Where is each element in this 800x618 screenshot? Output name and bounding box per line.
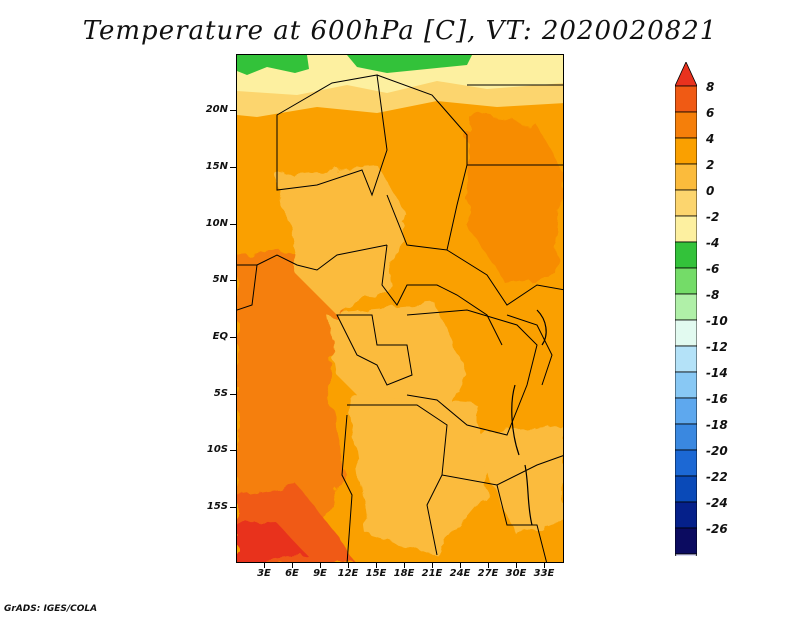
lat-label: 20N <box>205 104 228 115</box>
lon-tick <box>264 563 265 568</box>
colorbar-label: -12 <box>706 340 728 354</box>
lat-label: 10N <box>205 218 228 229</box>
lon-tick <box>376 563 377 568</box>
colorbar-segment <box>675 397 697 425</box>
field-0-to-2-north <box>277 165 407 315</box>
colorbar-segment <box>675 241 697 269</box>
lon-label: 9E <box>313 568 327 579</box>
lat-tick-eq <box>230 337 236 338</box>
colorbar-label: 2 <box>706 158 715 172</box>
lat-label: 15S <box>206 501 228 512</box>
colorbar-label: -20 <box>706 444 728 458</box>
lon-label: 27E <box>477 568 499 579</box>
colorbar-segment <box>675 345 697 373</box>
colorbar-segment <box>675 371 697 399</box>
colorbar-bottom-arrow <box>675 553 697 556</box>
colorbar-label: -26 <box>706 522 728 536</box>
lon-tick <box>348 563 349 568</box>
lat-tick-20n <box>230 110 236 111</box>
lon-label: 15E <box>365 568 387 579</box>
lon-tick <box>488 563 489 568</box>
lakes <box>511 309 547 526</box>
lat-tick-5n <box>230 280 236 281</box>
lon-tick <box>544 563 545 568</box>
country-borders <box>237 74 563 562</box>
colorbar-label: -10 <box>706 314 728 328</box>
lon-tick <box>404 563 405 568</box>
field-4-to-6-west <box>237 250 347 562</box>
colorbar-label: 0 <box>706 184 715 198</box>
colorbar-segment <box>675 111 697 139</box>
colorbar-label: -6 <box>706 262 720 276</box>
colorbar-label: 8 <box>706 80 715 94</box>
lon-label: 21E <box>421 568 443 579</box>
lat-tick-10n <box>230 224 236 225</box>
lon-tick <box>292 563 293 568</box>
lat-tick-5s <box>230 394 236 395</box>
colorbar-label: -22 <box>706 470 728 484</box>
lat-label: EQ <box>212 331 228 342</box>
colorbar-label: -14 <box>706 366 728 380</box>
colorbar-top-arrow <box>675 62 697 87</box>
colorbar-segment <box>675 501 697 529</box>
field-minus6-to-minus4-north <box>347 55 472 73</box>
colorbar-label: 4 <box>706 132 715 146</box>
lat-label: 5S <box>213 388 228 399</box>
lat-tick-15n <box>230 167 236 168</box>
colorbar-segment <box>675 137 697 165</box>
colorbar-segment <box>675 527 697 555</box>
field-minus6-to-minus4-west <box>237 55 309 75</box>
lon-label: 30E <box>505 568 527 579</box>
colorbar-label: 6 <box>706 106 715 120</box>
colorbar-label: -18 <box>706 418 728 432</box>
colorbar-label: -4 <box>706 236 720 250</box>
lon-label: 3E <box>257 568 271 579</box>
field-0-to-2-southeast <box>467 425 563 535</box>
lat-label: 5N <box>212 274 228 285</box>
lon-tick <box>320 563 321 568</box>
lon-tick <box>432 563 433 568</box>
lat-label: 15N <box>205 161 228 172</box>
map-field <box>237 55 563 562</box>
credit-text: GrADS: IGES/COLA <box>4 604 98 614</box>
field-above-8-southwest <box>237 523 307 562</box>
colorbar-segment <box>675 423 697 451</box>
lat-tick-15s <box>230 507 236 508</box>
colorbar-label: -16 <box>706 392 728 406</box>
field-4-to-6-east <box>467 115 563 285</box>
colorbar-segment <box>675 85 697 113</box>
lat-tick-10s <box>230 450 236 451</box>
colorbar <box>675 62 697 556</box>
lon-tick <box>460 563 461 568</box>
colorbar-segment <box>675 163 697 191</box>
lon-label: 18E <box>393 568 415 579</box>
colorbar-segment <box>675 319 697 347</box>
lon-label: 12E <box>337 568 359 579</box>
colorbar-label: -2 <box>706 210 720 224</box>
colorbar-segment <box>675 189 697 217</box>
colorbar-segment <box>675 475 697 503</box>
lat-label: 10S <box>206 444 228 455</box>
field-0-to-2-south <box>347 395 487 555</box>
field-minus2-to-0 <box>237 81 563 117</box>
colorbar-label: -8 <box>706 288 720 302</box>
lon-label: 33E <box>533 568 555 579</box>
lon-label: 6E <box>285 568 299 579</box>
temperature-map <box>236 54 564 563</box>
lon-label: 24E <box>449 568 471 579</box>
colorbar-segment <box>675 267 697 295</box>
colorbar-segment <box>675 215 697 243</box>
chart-title: Temperature at 600hPa [C], VT: 202002082… <box>82 16 718 46</box>
colorbar-segment <box>675 449 697 477</box>
lon-tick <box>516 563 517 568</box>
colorbar-segment <box>675 293 697 321</box>
colorbar-label: -24 <box>706 496 728 510</box>
